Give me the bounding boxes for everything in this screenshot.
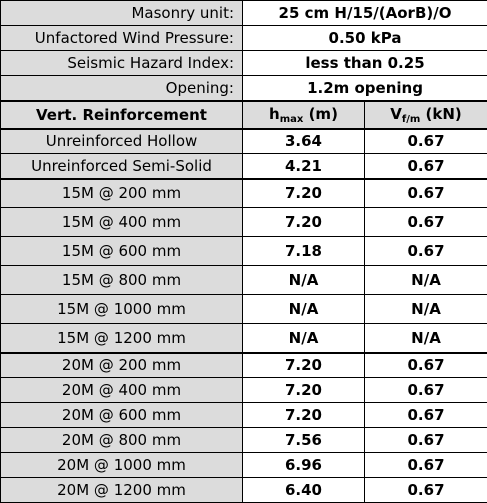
wind-pressure-label: Unfactored Wind Pressure: [0,25,243,51]
vfm-header-unit: (kN) [420,104,462,123]
table-row: 15M @ 800 mm N/A N/A [0,265,487,295]
table-row: 20M @ 400 mm 7.20 0.67 [0,377,487,403]
reinforcement-name: 20M @ 400 mm [0,377,243,403]
vfm-value: N/A [363,323,487,353]
vfm-value: 0.67 [363,452,487,478]
vfm-value: 0.67 [363,207,487,237]
reinforcement-name: 20M @ 1200 mm [0,477,243,503]
masonry-unit-value: 25 cm H/15/(AorB)/O [241,0,487,26]
hmax-header-main: h [269,104,280,123]
reinforcement-name: 15M @ 600 mm [0,236,243,266]
vfm-value: N/A [363,265,487,295]
reinforcement-name: 15M @ 400 mm [0,207,243,237]
vfm-value: 0.67 [363,427,487,453]
table-row: 15M @ 1000 mm N/A N/A [0,294,487,324]
hmax-header-unit: (m) [303,104,338,123]
seismic-index-label: Seismic Hazard Index: [0,50,243,76]
vfm-value: 0.67 [363,477,487,503]
vfm-value: 0.67 [363,236,487,266]
hmax-value: 7.20 [242,402,365,428]
hmax-value: 7.20 [242,377,365,403]
info-row-masonry-unit: Masonry unit: 25 cm H/15/(AorB)/O [0,0,487,26]
table-row: Unreinforced Hollow 3.64 0.67 [0,127,487,154]
vfm-value: N/A [363,294,487,324]
info-row-opening: Opening: 1.2m opening [0,75,487,101]
vfm-value: 0.67 [363,127,487,154]
column-header-row: Vert. Reinforcement hmax (m) Vf/m (kN) [0,99,487,129]
info-row-seismic-index: Seismic Hazard Index: less than 0.25 [0,50,487,76]
reinforcement-name: 15M @ 800 mm [0,265,243,295]
vfm-header: Vf/m (kN) [363,99,487,129]
reinforcement-name: 20M @ 800 mm [0,427,243,453]
reinforcement-name: 15M @ 1200 mm [0,323,243,353]
hmax-value: 7.18 [242,236,365,266]
table-row: Unreinforced Semi-Solid 4.21 0.67 [0,153,487,179]
hmax-value: N/A [242,323,365,353]
hmax-value: 7.56 [242,427,365,453]
table-row: 15M @ 400 mm 7.20 0.67 [0,207,487,237]
table-row: 20M @ 1000 mm 6.96 0.67 [0,452,487,478]
reinforcement-name: Unreinforced Hollow [0,127,243,154]
hmax-value: 4.21 [242,153,365,179]
hmax-value: 7.20 [242,351,365,378]
hmax-value: 3.64 [242,127,365,154]
reinforcement-name: 20M @ 600 mm [0,402,243,428]
vfm-value: 0.67 [363,177,487,208]
table-row: 20M @ 1200 mm 6.40 0.67 [0,477,487,503]
table-row: 20M @ 200 mm 7.20 0.67 [0,351,487,378]
hmax-header: hmax (m) [242,99,365,129]
table-row: 15M @ 1200 mm N/A N/A [0,323,487,353]
vfm-value: 0.67 [363,351,487,378]
hmax-value: 7.20 [242,207,365,237]
table-row: 20M @ 800 mm 7.56 0.67 [0,427,487,453]
hmax-value: N/A [242,294,365,324]
vfm-header-main: V [390,104,402,123]
opening-value: 1.2m opening [241,75,487,101]
reinforcement-name: 20M @ 200 mm [0,351,243,378]
seismic-index-value: less than 0.25 [241,50,487,76]
hmax-value: N/A [242,265,365,295]
hmax-value: 6.40 [242,477,365,503]
reinforcement-name: 20M @ 1000 mm [0,452,243,478]
wind-pressure-value: 0.50 kPa [241,25,487,51]
reinforcement-name: Unreinforced Semi-Solid [0,153,243,179]
reinforcement-name: 15M @ 200 mm [0,177,243,208]
vfm-header-sub: f/m [401,113,421,125]
hmax-value: 6.96 [242,452,365,478]
masonry-unit-label: Masonry unit: [0,0,243,26]
table-row: 20M @ 600 mm 7.20 0.67 [0,402,487,428]
reinforcement-name: 15M @ 1000 mm [0,294,243,324]
vfm-value: 0.67 [363,402,487,428]
vert-reinforcement-header: Vert. Reinforcement [0,99,243,129]
info-row-wind-pressure: Unfactored Wind Pressure: 0.50 kPa [0,25,487,51]
hmax-value: 7.20 [242,177,365,208]
table-row: 15M @ 200 mm 7.20 0.67 [0,177,487,208]
vfm-value: 0.67 [363,377,487,403]
hmax-header-sub: max [279,113,304,125]
table-row: 15M @ 600 mm 7.18 0.67 [0,236,487,266]
opening-label: Opening: [0,75,243,101]
vfm-value: 0.67 [363,153,487,179]
